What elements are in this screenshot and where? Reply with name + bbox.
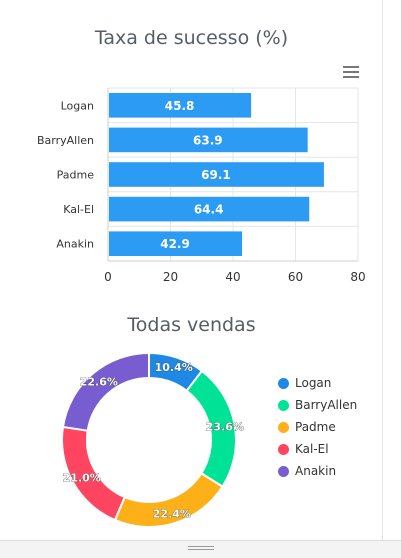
- legend-label: Logan: [295, 376, 332, 390]
- dashboard-card: Taxa de sucesso (%) 0 20 40 60 80 45.8 Logan 63…: [36, 0, 383, 540]
- bar-padme[interactable]: [109, 162, 324, 187]
- legend-marker: [278, 465, 289, 477]
- bar-value-label: 64.4: [194, 203, 224, 217]
- x-tick-label: 80: [350, 270, 365, 284]
- legend-item-logan[interactable]: Logan: [278, 372, 357, 394]
- bar-barryallen[interactable]: [109, 127, 308, 153]
- legend-item-anakin[interactable]: Anakin: [278, 460, 357, 482]
- resize-handle[interactable]: [0, 540, 401, 558]
- legend-marker: [278, 377, 289, 389]
- donut-chart: 10.4% 23.6% 22.4% 21.0% 22.6%: [61, 351, 244, 528]
- slice-value-label: 21.0%: [63, 472, 101, 485]
- bar-value-label: 45.8: [165, 99, 195, 113]
- category-label: Anakin: [56, 238, 94, 251]
- category-label: Padme: [57, 169, 95, 182]
- legend-item-kal-el[interactable]: Kal-El: [278, 438, 357, 460]
- bar-chart: 0 20 40 60 80 45.8 Logan 63.9 BarryAllen 69.1 Padm…: [37, 87, 366, 284]
- slice-value-label: 22.4%: [153, 508, 191, 521]
- x-tick-label: 40: [225, 270, 240, 284]
- legend-item-padme[interactable]: Padme: [278, 416, 357, 438]
- bar-chart-title: Taxa de sucesso (%): [94, 27, 289, 49]
- category-label: Kal-El: [63, 203, 94, 216]
- legend-label: Padme: [295, 420, 336, 434]
- x-tick-label: 0: [104, 270, 112, 284]
- pie-chart-title: Todas vendas: [127, 314, 256, 336]
- slice-anakin[interactable]: [61, 351, 150, 432]
- legend-marker: [278, 399, 289, 411]
- grip-icon: [188, 546, 214, 552]
- hamburger-menu-icon[interactable]: [343, 66, 359, 78]
- pie-legend: Logan BarryAllen Padme Kal-El Anakin: [278, 372, 357, 482]
- bar-kal-el[interactable]: [109, 196, 310, 222]
- x-tick-label: 20: [163, 270, 178, 284]
- x-tick-label: 60: [288, 270, 303, 284]
- slice-value-label: 22.6%: [80, 376, 118, 389]
- category-label: BarryAllen: [37, 134, 94, 147]
- category-label: Logan: [61, 99, 94, 112]
- slice-value-label: 10.4%: [155, 361, 193, 374]
- legend-item-barryallen[interactable]: BarryAllen: [278, 394, 357, 416]
- legend-label: Kal-El: [295, 442, 329, 456]
- bar-value-label: 63.9: [193, 133, 223, 147]
- legend-marker: [278, 443, 289, 455]
- legend-label: BarryAllen: [295, 398, 358, 412]
- legend-marker: [278, 421, 289, 433]
- bar-logan[interactable]: [109, 93, 252, 118]
- bar-value-label: 42.9: [160, 237, 190, 251]
- bar-anakin[interactable]: [109, 231, 243, 256]
- slice-value-label: 23.6%: [206, 421, 244, 434]
- legend-label: Anakin: [295, 464, 337, 478]
- bar-value-label: 69.1: [201, 168, 231, 182]
